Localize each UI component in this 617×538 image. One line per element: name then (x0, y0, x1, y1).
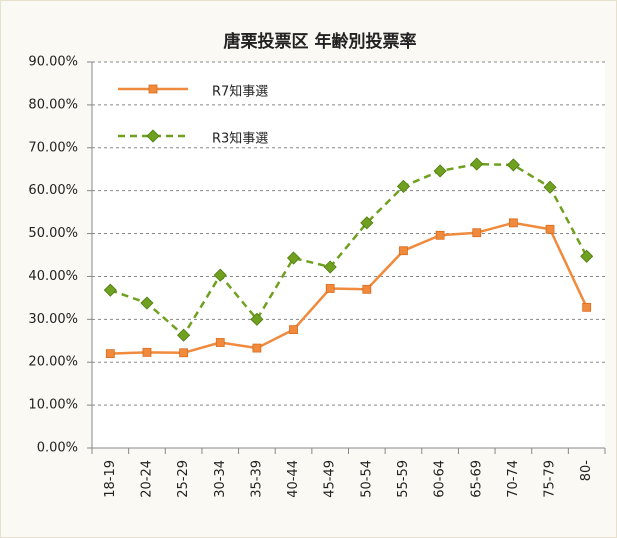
legend-marker (148, 84, 158, 94)
data-point (179, 348, 189, 358)
data-point (325, 284, 335, 293)
data-point (396, 179, 411, 193)
x-tick-label: 75-79 (543, 460, 558, 498)
data-point (435, 230, 445, 240)
data-point (140, 296, 154, 310)
y-tick-label: 30.00% (28, 312, 78, 327)
data-point (543, 180, 557, 194)
data-point (142, 347, 152, 357)
x-tick-label: 65-69 (469, 460, 484, 498)
x-tick-label: 18-19 (103, 460, 118, 498)
y-tick-label: 60.00% (28, 183, 78, 198)
data-point (580, 249, 594, 263)
data-point (506, 158, 520, 172)
data-point (105, 349, 115, 359)
x-tick-label: 55-59 (396, 460, 411, 498)
y-tick-label: 70.00% (28, 140, 78, 155)
data-point (433, 164, 447, 178)
data-point (213, 268, 227, 282)
data-point (472, 228, 482, 238)
plot-area (92, 62, 605, 448)
data-point (286, 251, 301, 265)
y-tick-label: 20.00% (28, 355, 78, 370)
legend-marker (146, 129, 160, 143)
y-tick-label: 0.00% (37, 441, 78, 456)
x-tick-label: 30-34 (213, 460, 228, 498)
x-tick-label: 45-49 (323, 460, 338, 498)
data-point (289, 325, 298, 335)
x-tick-label: 80- (579, 460, 594, 482)
legend-label: R7知事選 (212, 84, 268, 100)
data-point (582, 302, 592, 312)
data-point (362, 284, 372, 294)
data-point (103, 283, 117, 297)
data-point (323, 260, 337, 274)
data-point (177, 328, 191, 342)
data-point (252, 343, 262, 353)
data-point (508, 218, 518, 228)
data-point (470, 157, 484, 171)
y-tick-label: 80.00% (28, 97, 78, 112)
y-tick-label: 40.00% (28, 269, 78, 284)
x-tick-label: 25-29 (176, 460, 191, 498)
data-point (399, 246, 408, 256)
x-tick-label: 40-44 (286, 460, 301, 498)
y-tick-label: 10.00% (28, 398, 78, 413)
series-line (110, 221, 588, 355)
legend-label: R3知事選 (212, 131, 268, 147)
y-tick-label: 50.00% (28, 226, 78, 241)
x-tick-label: 35-39 (249, 460, 264, 498)
data-point (250, 312, 264, 326)
chart-title: 唐栗投票区 年齢別投票率 (224, 31, 417, 52)
data-point (545, 224, 555, 234)
y-tick-label: 90.00% (28, 55, 78, 70)
x-tick-label: 20-24 (139, 460, 154, 498)
data-point (215, 338, 225, 347)
x-tick-label: 60-64 (433, 460, 448, 498)
x-tick-label: 50-54 (359, 460, 374, 498)
x-tick-label: 70-74 (506, 460, 521, 498)
data-point (360, 216, 374, 230)
